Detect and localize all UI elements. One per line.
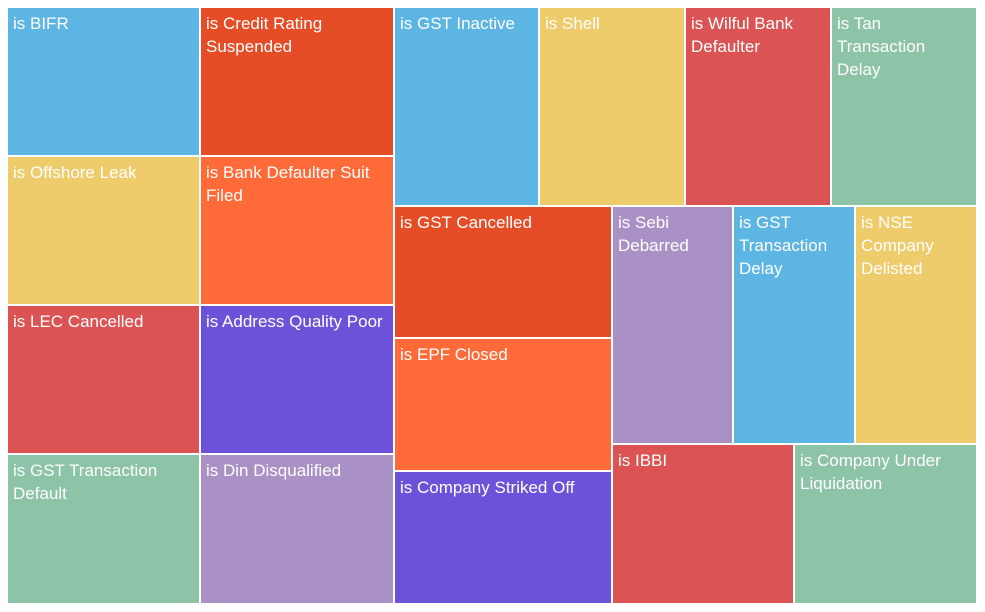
treemap-cell[interactable]: is Shell bbox=[539, 7, 685, 206]
treemap-cell-label: is Company Under Liquidation bbox=[800, 451, 941, 493]
treemap-cell[interactable]: is Wilful Bank Defaulter bbox=[685, 7, 831, 206]
treemap-cell-label: is Bank Defaulter Suit Filed bbox=[206, 163, 370, 205]
treemap-cell[interactable]: is GST Transaction Default bbox=[7, 454, 200, 604]
treemap-cell-label: is Din Disqualified bbox=[206, 461, 342, 480]
treemap-cell-label: is Shell bbox=[545, 14, 600, 33]
treemap-cell-label: is Company Striked Off bbox=[400, 478, 575, 497]
treemap-cell-label: is GST Transaction Default bbox=[13, 461, 158, 503]
treemap-cell[interactable]: is Bank Defaulter Suit Filed bbox=[200, 156, 394, 305]
treemap-cell[interactable]: is Company Under Liquidation bbox=[794, 444, 977, 604]
treemap-cell[interactable]: is LEC Cancelled bbox=[7, 305, 200, 454]
treemap-cell-label: is EPF Closed bbox=[400, 345, 508, 364]
treemap-cell-label: is IBBI bbox=[618, 451, 668, 470]
treemap-cell[interactable]: is Offshore Leak bbox=[7, 156, 200, 305]
treemap-cell-label: is Wilful Bank Defaulter bbox=[691, 14, 794, 56]
treemap-cell-label: is Address Quality Poor bbox=[206, 312, 383, 331]
treemap-cell-label: is Tan Transaction Delay bbox=[837, 14, 926, 79]
treemap-cell-label: is LEC Cancelled bbox=[13, 312, 144, 331]
treemap-cell[interactable]: is Company Striked Off bbox=[394, 471, 612, 604]
treemap-cell-label: is Offshore Leak bbox=[13, 163, 137, 182]
treemap-cell-label: is GST Inactive bbox=[400, 14, 515, 33]
treemap-cell[interactable]: is Din Disqualified bbox=[200, 454, 394, 604]
treemap-cell[interactable]: is GST Inactive bbox=[394, 7, 539, 206]
treemap-cell[interactable]: is EPF Closed bbox=[394, 338, 612, 471]
treemap-cell[interactable]: is NSE Company Delisted bbox=[855, 206, 977, 444]
treemap-cell[interactable]: is GST Cancelled bbox=[394, 206, 612, 338]
treemap-cell-label: is GST Cancelled bbox=[400, 213, 532, 232]
treemap-cell-label: is Sebi Debarred bbox=[618, 213, 689, 255]
treemap-cell[interactable]: is BIFR bbox=[7, 7, 200, 156]
treemap-cell[interactable]: is Sebi Debarred bbox=[612, 206, 733, 444]
treemap-cell[interactable]: is Address Quality Poor bbox=[200, 305, 394, 454]
treemap-cell[interactable]: is Tan Transaction Delay bbox=[831, 7, 977, 206]
treemap-cell[interactable]: is Credit Rating Suspended bbox=[200, 7, 394, 156]
treemap-cell-label: is Credit Rating Suspended bbox=[206, 14, 323, 56]
treemap-cell-label: is NSE Company Delisted bbox=[861, 213, 934, 278]
treemap-cell[interactable]: is GST Transaction Delay bbox=[733, 206, 855, 444]
treemap-cell-label: is GST Transaction Delay bbox=[739, 213, 828, 278]
treemap-cell[interactable]: is IBBI bbox=[612, 444, 794, 604]
treemap-cell-label: is BIFR bbox=[13, 14, 69, 33]
